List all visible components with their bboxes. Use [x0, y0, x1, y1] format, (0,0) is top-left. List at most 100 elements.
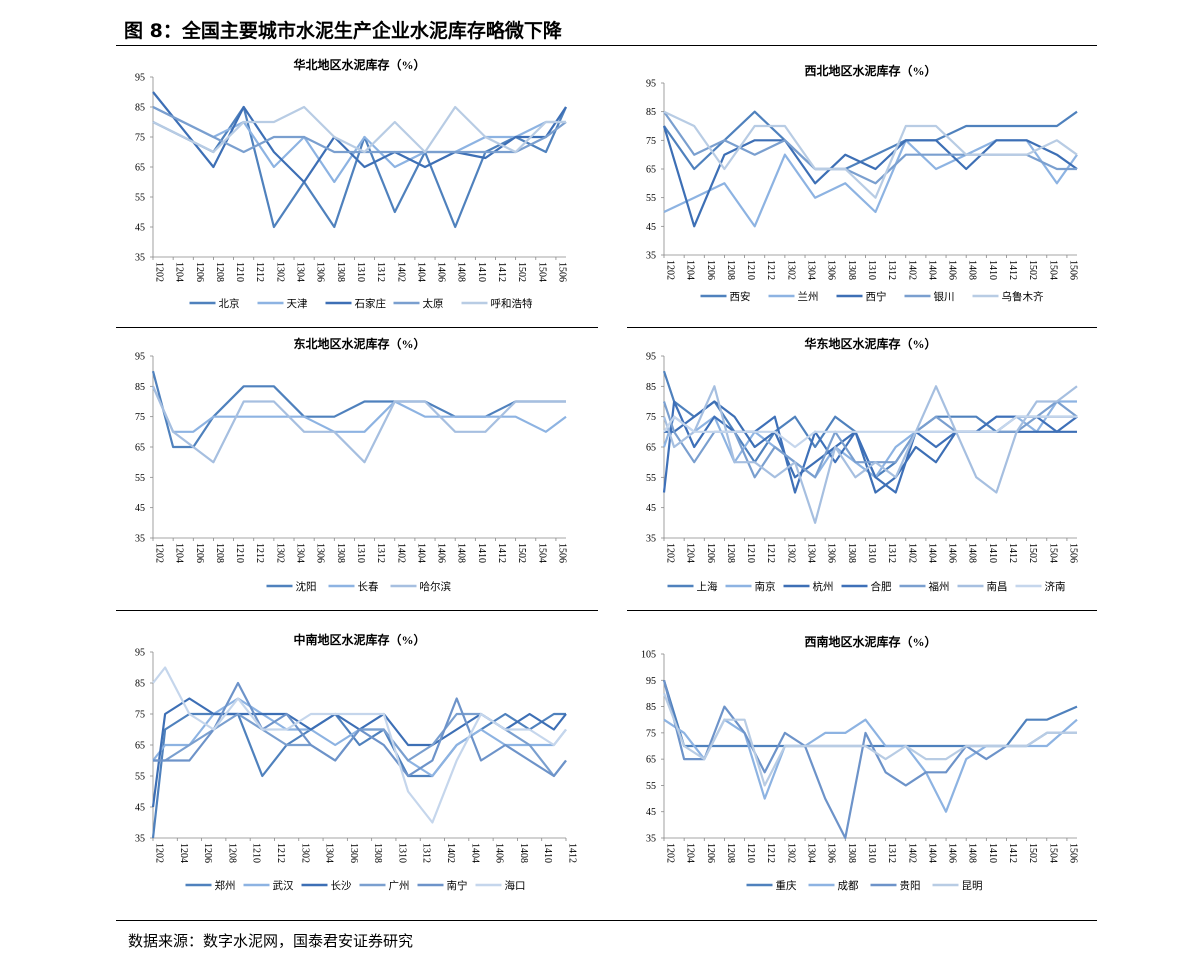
x-tick-label: 1312 [886, 543, 897, 563]
y-tick-label: 35 [646, 834, 656, 845]
x-tick-label: 1202 [665, 260, 676, 280]
x-tick-label: 1208 [214, 262, 225, 282]
separator-line [627, 327, 1097, 328]
x-tick-label: 1310 [866, 843, 877, 863]
x-tick-label: 1302 [274, 262, 285, 282]
legend-label: 呼和浩特 [491, 298, 533, 310]
x-tick-label: 1204 [685, 260, 696, 280]
x-tick-label: 1212 [254, 262, 265, 282]
x-tick-label: 1208 [725, 543, 736, 563]
legend-label: 乌鲁木齐 [1002, 290, 1044, 303]
x-tick-label: 1404 [926, 543, 937, 563]
x-tick-label: 1408 [518, 843, 529, 863]
y-tick-label: 75 [135, 133, 145, 144]
legend-label: 长沙 [331, 880, 352, 892]
x-tick-label: 1410 [542, 843, 553, 863]
x-tick-label: 1302 [785, 260, 796, 280]
y-tick-label: 65 [646, 165, 656, 176]
x-tick-label: 1306 [826, 843, 837, 863]
series-line-乌鲁木齐 [663, 110, 1078, 199]
x-tick-label: 1402 [906, 543, 917, 563]
x-tick-label: 1506 [556, 543, 567, 563]
x-tick-label: 1306 [315, 262, 326, 282]
chart-east: 华东地区水泥库存（%） 35 45 55 65 75 85 95 1202 1204 1206 120… [646, 336, 1078, 593]
x-tick-label: 1506 [556, 262, 567, 282]
legend-label: 沈阳 [296, 580, 317, 593]
x-tick-label: 1312 [375, 262, 386, 282]
figure-title: 图 8：全国主要城市水泥生产企业水泥库存略微下降 [124, 20, 562, 42]
series-line-沈阳 [151, 370, 566, 449]
legend-label: 上海 [697, 580, 718, 593]
x-tick-label: 1308 [846, 843, 857, 863]
x-tick-label: 1210 [234, 543, 245, 563]
x-tick-label: 1406 [947, 843, 958, 863]
y-tick-label: 55 [646, 781, 656, 792]
series-line-北京 [152, 105, 568, 229]
series-line-石家庄 [152, 91, 567, 184]
x-tick-label: 1310 [866, 260, 877, 280]
y-tick-label: 75 [646, 136, 656, 147]
y-tick-label: 95 [646, 676, 656, 687]
y-tick-label: 95 [646, 352, 656, 363]
x-tick-label: 1402 [445, 843, 456, 863]
legend-label: 南昌 [987, 580, 1008, 593]
x-tick-label: 1312 [886, 843, 897, 863]
x-tick-label: 1204 [174, 262, 185, 282]
y-tick-label: 45 [646, 222, 656, 233]
legend-label: 哈尔滨 [420, 580, 452, 593]
series-line-杭州 [664, 400, 1077, 494]
x-tick-label: 1502 [1027, 543, 1038, 563]
source-note: 数据来源：数字水泥网，国泰君安证券研究 [128, 932, 414, 950]
x-tick-label: 1210 [745, 843, 756, 863]
x-tick-label: 1410 [476, 543, 487, 563]
x-tick-label: 1302 [299, 843, 310, 863]
x-tick-label: 1206 [194, 543, 205, 563]
y-tick-label: 95 [646, 79, 656, 90]
x-tick-label: 1206 [705, 260, 716, 280]
x-tick-label: 1502 [1027, 260, 1038, 280]
x-tick-label: 1312 [886, 260, 897, 280]
legend-label: 济南 [1045, 580, 1066, 593]
chart-northeast: 东北地区水泥库存（%） 35 45 55 65 75 85 95 1202 1204 1206 120… [135, 336, 567, 593]
y-tick-label: 75 [135, 710, 145, 721]
x-tick-label: 1404 [415, 543, 426, 563]
legend-label: 杭州 [813, 580, 834, 593]
x-tick-label: 1310 [396, 843, 407, 863]
x-tick-label: 1304 [806, 843, 817, 863]
series-line-济南 [663, 415, 1077, 449]
x-tick-label: 1406 [947, 543, 958, 563]
x-tick-label: 1408 [967, 260, 978, 280]
x-tick-label: 1404 [415, 262, 426, 282]
x-tick-label: 1212 [254, 543, 265, 563]
x-tick-label: 1312 [375, 543, 386, 563]
x-tick-label: 1308 [372, 843, 383, 863]
x-tick-label: 1504 [536, 543, 547, 563]
x-tick-label: 1404 [926, 260, 937, 280]
y-tick-label: 75 [646, 412, 656, 423]
series-line-呼和浩特 [152, 105, 566, 154]
series-line-郑州 [151, 712, 566, 839]
x-tick-label: 1310 [355, 262, 366, 282]
y-tick-label: 55 [135, 772, 145, 783]
x-tick-label: 1202 [665, 543, 676, 563]
chart-central-south: 中南地区水泥库存（%） 35 45 55 65 75 85 95 1202 1204 1206 120… [135, 632, 578, 892]
chart-title: 华东地区水泥库存（%） [804, 336, 936, 351]
legend-label: 兰州 [798, 290, 819, 303]
x-tick-label: 1502 [1027, 843, 1038, 863]
x-tick-label: 1202 [154, 262, 165, 282]
legend-label: 北京 [219, 297, 240, 310]
x-tick-label: 1304 [324, 843, 335, 863]
x-tick-label: 1410 [476, 262, 487, 282]
x-tick-label: 1412 [1007, 543, 1018, 563]
bottom-rule [116, 920, 1097, 921]
x-tick-label: 1308 [846, 543, 857, 563]
x-tick-label: 1302 [785, 843, 796, 863]
x-tick-label: 1212 [765, 843, 776, 863]
series-line-银川 [663, 111, 1077, 185]
y-tick-label: 85 [646, 107, 656, 118]
legend-label: 银川 [934, 290, 955, 303]
separator-line [627, 610, 1097, 611]
legend-label: 西宁 [866, 290, 887, 303]
series-line-海口 [152, 666, 567, 824]
x-tick-label: 1402 [906, 843, 917, 863]
